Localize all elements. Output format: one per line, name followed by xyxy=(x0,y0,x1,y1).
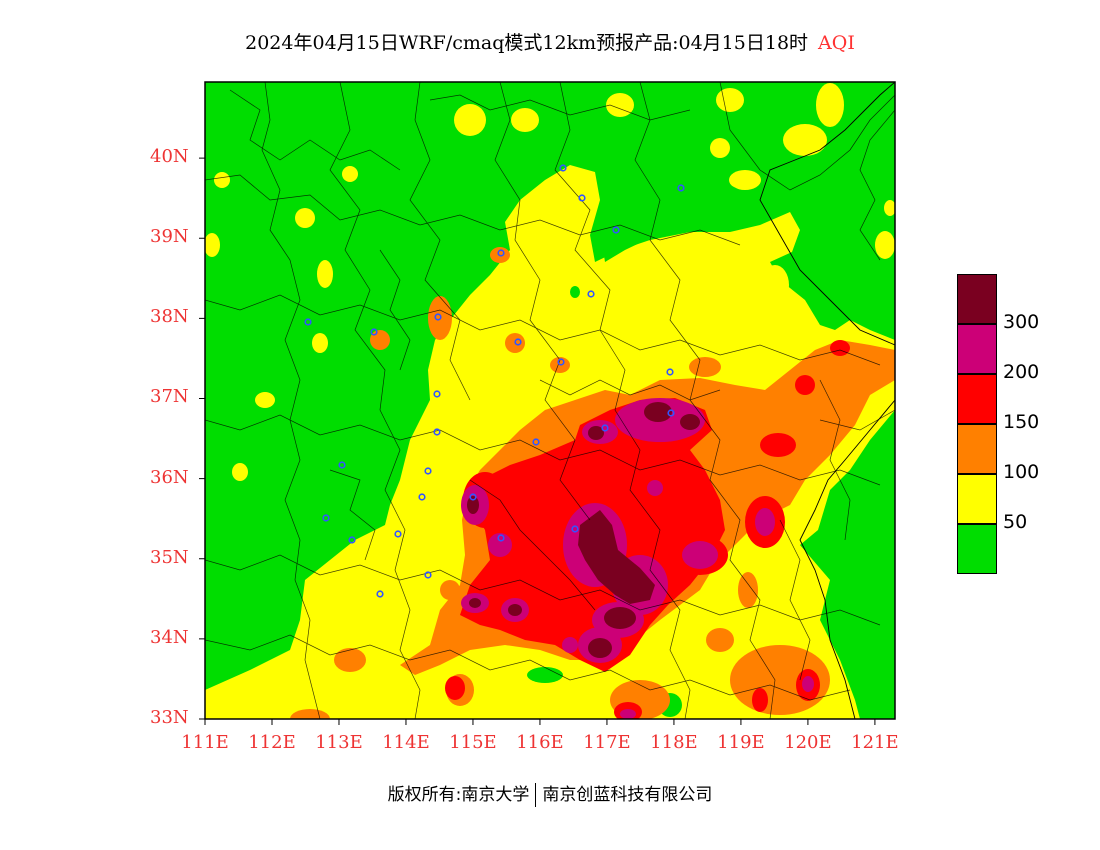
lon-tick-label: 115E xyxy=(449,732,497,753)
aqi-moderate-patch xyxy=(716,88,744,112)
lon-tick-label: 120E xyxy=(784,732,832,753)
aqi-very-unhealthy-area xyxy=(647,480,663,496)
aqi-sensitive-patch xyxy=(706,628,734,652)
aqi-unhealthy-patch xyxy=(760,433,796,457)
lon-tick-label: 114E xyxy=(382,732,430,753)
aqi-good-intrusion xyxy=(600,160,760,262)
plot-frame xyxy=(204,81,896,720)
lon-tick-label: 118E xyxy=(650,732,698,753)
aqi-moderate-patch xyxy=(729,170,761,190)
aqi-hazardous-area xyxy=(644,402,672,422)
aqi-sensitive-patch xyxy=(370,330,390,350)
colorbar-swatch xyxy=(957,324,997,374)
aqi-unhealthy-patch xyxy=(752,688,768,712)
colorbar-swatch xyxy=(957,274,997,324)
colorbar-swatch xyxy=(957,474,997,524)
aqi-very-unhealthy-area xyxy=(620,709,636,719)
aqi-moderate-patch xyxy=(761,265,789,305)
aqi-hazardous-area xyxy=(508,604,522,616)
aqi-sensitive-patch xyxy=(334,648,366,672)
aqi-very-unhealthy-area xyxy=(755,508,775,536)
aqi-very-unhealthy-area xyxy=(488,533,512,557)
lat-tick-label: 40N xyxy=(150,146,189,168)
title-variable: AQI xyxy=(818,32,855,54)
aqi-moderate-patch xyxy=(255,392,275,408)
aqi-very-unhealthy-area xyxy=(562,637,578,653)
aqi-hazardous-area xyxy=(680,414,700,430)
aqi-unhealthy-patch xyxy=(830,340,850,356)
city-markers xyxy=(304,164,685,598)
credit-left: 版权所有:南京大学 xyxy=(387,785,530,805)
aqi-hazardous-area xyxy=(588,426,604,440)
aqi-moderate-patch xyxy=(783,124,827,156)
colorbar-label: 200 xyxy=(1003,361,1040,383)
axis-ticks xyxy=(199,157,876,725)
coastline xyxy=(759,82,895,719)
lon-tick-label: 113E xyxy=(315,732,363,753)
lat-tick-label: 35N xyxy=(150,546,189,568)
aqi-hazardous-area xyxy=(469,598,481,608)
credit-separator xyxy=(535,783,537,807)
aqi-sensitive-patch xyxy=(689,357,721,377)
aqi-good-intrusion xyxy=(527,667,563,683)
aqi-moderate-patch xyxy=(295,208,315,228)
colorbar-swatch xyxy=(957,524,997,574)
lat-tick-label: 39N xyxy=(150,226,189,248)
copyright-credit: 版权所有:南京大学 南京创蓝科技有限公司 xyxy=(0,780,1100,807)
lat-tick-label: 36N xyxy=(150,466,189,488)
aqi-sensitive-patch xyxy=(738,572,758,608)
aqi-very-unhealthy-area xyxy=(682,541,718,569)
colorbar-label: 300 xyxy=(1003,311,1040,333)
aqi-moderate-patch xyxy=(205,233,220,257)
aqi-moderate-patch xyxy=(232,463,248,481)
lat-tick-label: 38N xyxy=(150,306,189,328)
aqi-hazardous-area xyxy=(588,638,612,658)
aqi-moderate-patch xyxy=(875,231,895,259)
aqi-unhealthy-patch xyxy=(445,676,465,700)
aqi-very-unhealthy-area xyxy=(802,676,814,692)
colorbar-label: 100 xyxy=(1003,461,1040,483)
aqi-moderate-patch xyxy=(884,200,895,216)
title-main: 2024年04月15日WRF/cmaq模式12km预报产品:04月15日18时 xyxy=(245,32,809,54)
aqi-unhealthy-patch xyxy=(795,375,815,395)
aqi-moderate-patch xyxy=(312,333,328,353)
lon-tick-label: 121E xyxy=(851,732,899,753)
lon-tick-label: 117E xyxy=(583,732,631,753)
aqi-moderate-patch xyxy=(317,260,333,288)
aqi-hazardous-area xyxy=(604,607,636,629)
colorbar-label: 50 xyxy=(1003,511,1028,533)
aqi-sensitive-patch xyxy=(290,709,330,719)
aqi-good-intrusion xyxy=(570,286,580,298)
aqi-moderate-patch xyxy=(454,104,486,136)
credit-right: 南京创蓝科技有限公司 xyxy=(542,785,713,805)
aqi-moderate-patch xyxy=(710,138,730,158)
aqi-moderate-patch xyxy=(606,93,634,117)
aqi-sensitive-patch xyxy=(440,580,460,600)
colorbar-swatch xyxy=(957,374,997,424)
lon-tick-label: 112E xyxy=(248,732,296,753)
lon-tick-label: 111E xyxy=(181,732,229,753)
admin-boundaries xyxy=(205,82,895,719)
aqi-moderate-patch xyxy=(214,172,230,188)
lat-tick-label: 34N xyxy=(150,626,189,648)
aqi-moderate-patch xyxy=(816,83,844,127)
aqi-moderate-patch xyxy=(511,108,539,132)
lon-tick-label: 119E xyxy=(717,732,765,753)
map-title: 2024年04月15日WRF/cmaq模式12km预报产品:04月15日18时 A… xyxy=(0,28,1100,55)
aqi-hazardous-area xyxy=(578,510,655,604)
aqi-moderate-patch xyxy=(342,166,358,182)
lat-tick-label: 37N xyxy=(150,386,189,408)
lat-tick-label: 33N xyxy=(150,707,189,728)
colorbar-swatch xyxy=(957,424,997,474)
lon-tick-label: 116E xyxy=(516,732,564,753)
colorbar-label: 150 xyxy=(1003,411,1040,433)
aqi-hazardous-area xyxy=(467,496,479,514)
